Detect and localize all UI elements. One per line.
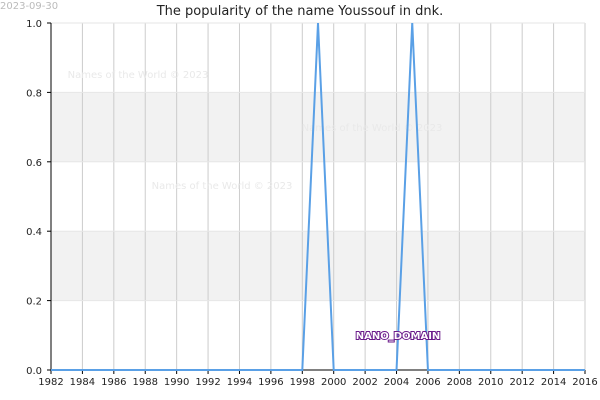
y-tick-label: 0.4 [26,227,42,238]
watermark: Names of the World © 2023 [152,181,293,192]
x-tick-label: 1994 [227,377,252,388]
x-tick-label: 2002 [352,377,377,388]
x-tick-label: 1992 [195,377,220,388]
y-tick-label: 0.2 [26,297,42,308]
y-tick-label: 0.6 [26,158,42,169]
x-tick-label: 2004 [384,377,409,388]
grid-band-1 [51,92,585,162]
y-tick-label: 0.8 [26,88,42,99]
x-tick-label: 1986 [101,377,126,388]
date-stamp: 2023-09-30 [0,1,58,12]
x-tick-label: 2006 [415,377,440,388]
x-tick-label: 2010 [478,377,503,388]
x-tick-label: 1982 [38,377,63,388]
series-line [51,22,585,371]
x-tick-label: 2012 [509,377,534,388]
x-tick-label: 2008 [447,377,472,388]
x-tick-label: 1988 [133,377,158,388]
x-tick-label: 2014 [541,377,566,388]
y-tick-label: 1.0 [26,19,42,30]
x-tick-label: 1984 [70,377,95,388]
watermark: Names of the World © 2023 [68,70,209,81]
x-tick-label: 1996 [258,377,283,388]
y-tick-label: 0.0 [26,366,42,377]
x-tick-label: 2000 [321,377,346,388]
chart-title: The popularity of the name Youssouf in d… [156,4,444,19]
x-tick-label: 1998 [290,377,315,388]
x-tick-label: 1990 [164,377,189,388]
watermark: Names of the World © 2023 [302,123,443,134]
x-tick-label: 2016 [572,377,597,388]
grid-band-0 [51,231,585,301]
nano-domain-badge: NANO_DOMAIN [356,331,441,342]
